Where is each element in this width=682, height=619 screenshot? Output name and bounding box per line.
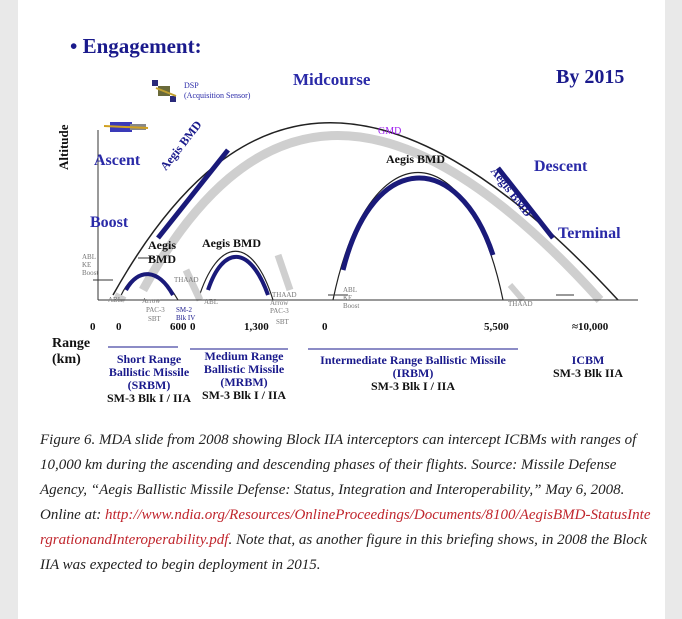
mrbm-line1: Medium Range bbox=[204, 349, 284, 363]
aegis-srbm-label: Aegis BMD bbox=[148, 238, 176, 266]
tick-0c: 0 bbox=[190, 321, 196, 333]
aegis-mrbm-label: Aegis BMD bbox=[202, 236, 261, 250]
caption-text-before-link: Figure 6. MDA slide from 2008 showing Bl… bbox=[40, 432, 637, 523]
srbm-line2: Ballistic Missile bbox=[108, 365, 190, 379]
gmd-label: GMD bbox=[378, 126, 402, 137]
sm2-blk-iv-label: SM-2 Blk IV bbox=[176, 306, 195, 322]
abl-ke-boost-left-2: KE bbox=[82, 261, 92, 269]
sm2-line1: SM-2 bbox=[176, 306, 192, 314]
abl-label-1: ABL bbox=[108, 296, 122, 304]
tick-0a: 0 bbox=[90, 321, 96, 333]
mrbm-line3: (MRBM) bbox=[220, 375, 268, 389]
thaad-label-1: THAAD bbox=[174, 276, 199, 284]
sm2-line2: Blk IV bbox=[176, 314, 196, 322]
range-line1: Range bbox=[52, 336, 91, 351]
mrbm-line2: Ballistic Missile bbox=[203, 362, 285, 376]
abl-ke-boost-mid: ABL KE Boost bbox=[343, 286, 359, 310]
phase-boost: Boost bbox=[90, 214, 129, 231]
engagement-heading: • Engagement: bbox=[70, 34, 202, 58]
pac3-label: PAC-3 bbox=[146, 306, 165, 314]
icbm-line1: ICBM bbox=[571, 353, 605, 367]
figure-caption: Figure 6. MDA slide from 2008 showing Bl… bbox=[40, 428, 652, 578]
srbm-gray-seg bbox=[113, 292, 127, 303]
aegis-descent-segment bbox=[496, 166, 555, 240]
abl-label-2: ABL bbox=[204, 298, 218, 306]
tick-600: 600 bbox=[170, 321, 187, 333]
pac3-right: PAC-3 bbox=[270, 307, 289, 315]
dsp-line2: (Acquisition Sensor) bbox=[184, 91, 251, 100]
year-label: By 2015 bbox=[556, 66, 625, 88]
mrbm-gray-right bbox=[274, 253, 294, 292]
mrbm-gray-left bbox=[182, 268, 204, 302]
abl-ke-boost-left: ABL KE Boost bbox=[82, 253, 98, 277]
irbm-line1: Intermediate Range Ballistic Missile bbox=[320, 353, 506, 367]
document-page: • Engagement: By 2015 Midcourse Ascent B… bbox=[18, 0, 665, 619]
arrow-right: Arrow bbox=[270, 299, 289, 307]
engagement-diagram bbox=[93, 80, 638, 304]
aegis-ascent-segment bbox=[156, 148, 230, 240]
phase-ascent: Ascent bbox=[94, 152, 141, 169]
irbm-line2: (IRBM) bbox=[392, 366, 434, 380]
tick-10000: ≈10,000 bbox=[572, 321, 609, 333]
thaad-right-label: THAAD bbox=[508, 300, 533, 308]
phase-terminal: Terminal bbox=[558, 225, 621, 242]
arrow-pac3-right: Arrow PAC-3 bbox=[270, 299, 289, 315]
range-line2: (km) bbox=[52, 352, 81, 367]
arrow-label: Arrow bbox=[142, 297, 161, 305]
srbm-category: Short Range Ballistic Missile (SRBM) SM-… bbox=[100, 353, 198, 405]
aegis-srbm-line2: BMD bbox=[148, 252, 176, 266]
thaad-label-2: THAAD bbox=[272, 291, 297, 299]
phase-descent: Descent bbox=[534, 158, 588, 175]
engagement-slide: • Engagement: By 2015 Midcourse Ascent B… bbox=[18, 0, 665, 420]
icbm-trajectory bbox=[112, 122, 619, 301]
abl-ke-boost-left-1: ABL bbox=[82, 253, 96, 261]
icbm-weapon: SM-3 Blk IIA bbox=[552, 366, 623, 380]
sbt-label: SBT bbox=[148, 315, 161, 323]
dsp-line1: DSP bbox=[184, 81, 199, 90]
aegis-irbm-label: Aegis BMD bbox=[386, 152, 445, 166]
dsp-label: DSP (Acquisition Sensor) bbox=[184, 81, 250, 101]
icbm-category: ICBM SM-3 Blk IIA bbox=[543, 354, 633, 380]
altitude-label: Altitude bbox=[56, 124, 71, 171]
phase-midcourse: Midcourse bbox=[293, 70, 371, 89]
irbm-gray-seg bbox=[507, 283, 526, 302]
source-link[interactable]: http://www.ndia.org/Resources/OnlineProc… bbox=[40, 507, 651, 548]
srbm-line1: Short Range bbox=[116, 352, 182, 366]
mrbm-trajectory bbox=[197, 250, 274, 301]
srbm-weapon: SM-3 Blk I / IIA bbox=[106, 391, 192, 405]
irbm-aegis-arc bbox=[340, 175, 496, 271]
launch-vehicle-icon bbox=[103, 122, 149, 132]
mrbm-category: Medium Range Ballistic Missile (MRBM) SM… bbox=[192, 350, 296, 402]
abl-ke-boost-mid-2: KE bbox=[343, 294, 353, 302]
range-label: Range (km) bbox=[52, 336, 90, 368]
tick-0b: 0 bbox=[116, 321, 122, 333]
mrbm-aegis-arc bbox=[206, 254, 270, 296]
caption-text-after-link: . Note that, as another figure in this b… bbox=[40, 532, 648, 573]
srbm-line3: (SRBM) bbox=[127, 378, 171, 392]
abl-ke-boost-left-3: Boost bbox=[82, 269, 99, 277]
gmd-arc bbox=[139, 131, 604, 304]
srbm-aegis-arc bbox=[124, 272, 175, 297]
mrbm-weapon: SM-3 Blk I / IIA bbox=[201, 388, 287, 402]
tick-0d: 0 bbox=[322, 321, 328, 333]
sbt-right-label: SBT bbox=[276, 318, 289, 326]
tick-5500: 5,500 bbox=[484, 321, 509, 333]
tick-1300: 1,300 bbox=[244, 321, 269, 333]
abl-ke-boost-mid-1: ABL bbox=[343, 286, 357, 294]
satellite-icon bbox=[152, 80, 177, 102]
aegis-srbm-line1: Aegis bbox=[148, 238, 176, 252]
irbm-weapon: SM-3 Blk I / IIA bbox=[370, 379, 456, 393]
abl-ke-boost-mid-3: Boost bbox=[343, 302, 360, 310]
irbm-category: Intermediate Range Ballistic Missile (IR… bbox=[308, 354, 518, 393]
